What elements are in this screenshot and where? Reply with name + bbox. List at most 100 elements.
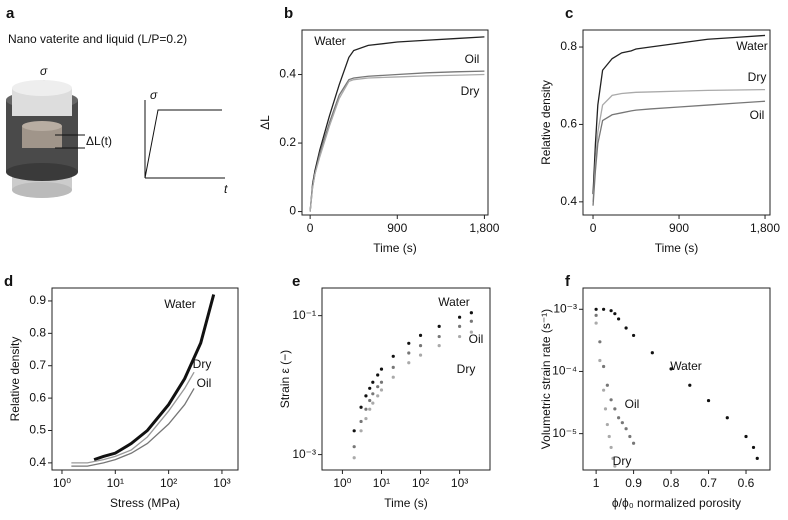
data-point — [458, 334, 462, 339]
x-tick-label: 1 — [593, 476, 600, 490]
data-point — [376, 385, 380, 389]
y-tick-label: 0.6 — [29, 390, 46, 404]
data-point — [379, 388, 384, 392]
data-point — [725, 416, 729, 420]
y-tick-label: 0.4 — [279, 67, 296, 81]
series-line — [71, 371, 195, 464]
series-line — [71, 388, 195, 467]
y-tick-label: 0.8 — [29, 326, 46, 340]
data-point — [624, 427, 628, 431]
y-axis-label: Relative density — [8, 337, 22, 422]
x-tick-label: 900 — [387, 221, 407, 235]
data-point — [458, 324, 462, 329]
x-tick-label: 900 — [669, 221, 689, 235]
series-label: Water — [736, 39, 768, 53]
piston-top — [12, 80, 72, 96]
data-point — [359, 429, 363, 433]
series-line — [592, 88, 766, 202]
displacement-label: ΔL(t) — [86, 134, 112, 148]
data-point — [418, 353, 423, 357]
data-point — [371, 401, 375, 405]
data-point — [594, 321, 598, 325]
data-point — [469, 319, 473, 323]
data-point — [407, 341, 411, 345]
data-point — [469, 311, 473, 315]
series-label: Dry — [748, 70, 767, 84]
stress-label: σ — [40, 64, 48, 78]
data-point — [418, 344, 423, 348]
graph-x-label: t — [224, 182, 228, 196]
data-point — [613, 464, 617, 468]
data-point — [611, 456, 615, 460]
data-point — [609, 445, 613, 450]
series-label: Dry — [193, 357, 212, 371]
data-point — [650, 351, 654, 355]
data-point — [379, 367, 384, 371]
x-axis-label: Time (s) — [655, 241, 699, 255]
series-label: Oil — [625, 397, 640, 411]
data-point — [368, 407, 372, 411]
y-tick-label: 10⁻⁵ — [552, 426, 577, 440]
panel-label: b — [284, 5, 293, 22]
data-point — [607, 434, 611, 439]
x-axis-label: Time (s) — [384, 496, 428, 510]
data-point — [368, 386, 372, 390]
series-line — [592, 100, 766, 206]
die-base — [6, 163, 78, 181]
series-line — [309, 36, 485, 212]
data-point — [371, 380, 375, 384]
piston-base — [12, 182, 72, 198]
schematic: a Nano vaterite and liquid (L/P=0.2) σ Δ… — [6, 5, 228, 198]
data-point — [617, 416, 621, 420]
plot-frame — [51, 287, 239, 471]
series-label: Oil — [465, 52, 480, 66]
data-point — [594, 313, 598, 317]
data-point — [391, 354, 395, 358]
data-point — [751, 445, 756, 450]
series-label: Oil — [750, 108, 765, 122]
x-tick-label: 1,800 — [469, 221, 499, 235]
y-axis-label: Strain ε (−) — [278, 350, 292, 408]
plot-frame — [582, 29, 771, 216]
data-point — [605, 422, 609, 427]
x-tick-label: 1,800 — [750, 221, 780, 235]
sample — [22, 126, 62, 148]
data-point — [613, 312, 617, 316]
panel-label: f — [565, 273, 571, 290]
y-tick-label: 10⁻³ — [292, 447, 316, 461]
series-label: Dry — [613, 454, 632, 468]
data-point — [376, 394, 380, 398]
x-tick-label: 0.9 — [625, 476, 642, 490]
data-point — [364, 394, 368, 398]
data-point — [628, 434, 632, 439]
data-point — [407, 361, 411, 365]
y-tick-label: 0.6 — [560, 117, 577, 131]
data-point — [437, 334, 441, 339]
data-point — [418, 333, 423, 337]
x-tick-label: 10² — [160, 476, 177, 490]
data-point — [376, 373, 380, 377]
series-label: Water — [314, 34, 346, 48]
y-tick-label: 0 — [289, 204, 296, 218]
y-tick-label: 0.4 — [560, 194, 577, 208]
data-point — [669, 367, 673, 371]
x-tick-label: 10⁰ — [333, 476, 351, 490]
x-tick-label: 10³ — [451, 476, 468, 490]
data-point — [755, 456, 759, 460]
series-line — [309, 73, 485, 212]
x-tick-label: 10² — [412, 476, 429, 490]
data-point — [602, 307, 606, 311]
data-point — [352, 429, 356, 433]
y-tick-label: 0.2 — [279, 135, 296, 149]
x-tick-label: 0 — [307, 221, 314, 235]
data-point — [624, 326, 628, 330]
data-point — [598, 340, 602, 344]
x-tick-label: 10¹ — [107, 476, 124, 490]
y-axis-label: Volumetric strain rate (s⁻¹) — [539, 309, 553, 449]
y-tick-label: 0.7 — [29, 358, 46, 372]
data-point — [605, 383, 609, 387]
plot-frame — [582, 287, 771, 471]
data-point — [371, 392, 375, 396]
series-label: Water — [164, 297, 196, 311]
